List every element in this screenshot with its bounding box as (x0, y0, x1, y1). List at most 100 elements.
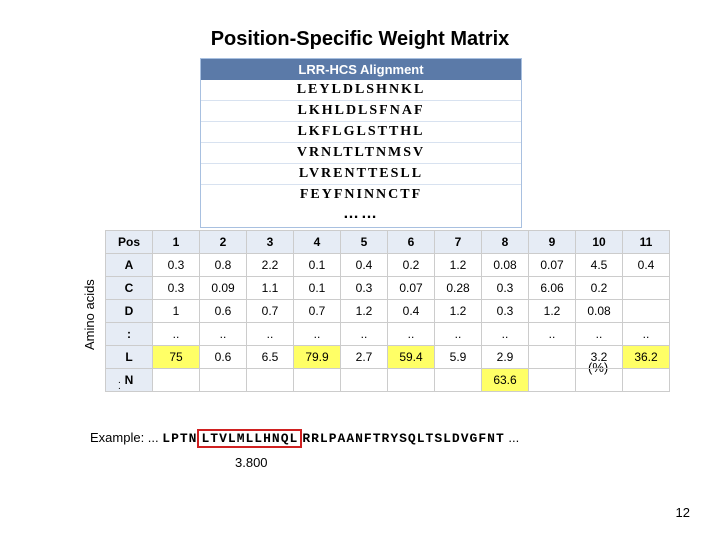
matrix-cell: 0.3 (153, 277, 200, 300)
row-header: N (106, 369, 153, 392)
example-seq-boxed: LTVLMLLHNQL (197, 429, 302, 448)
row-header: : (106, 323, 153, 346)
matrix-cell: 0.07 (529, 254, 576, 277)
matrix-cell: .. (388, 323, 435, 346)
row-header: A (106, 254, 153, 277)
matrix-cell (623, 277, 670, 300)
matrix-cell: 1.2 (435, 300, 482, 323)
matrix-cell: 0.09 (200, 277, 247, 300)
matrix-cell (576, 369, 623, 392)
alignment-header: LRR-HCS Alignment (201, 59, 521, 80)
matrix-cell: 5.9 (435, 346, 482, 369)
matrix-cell: .. (200, 323, 247, 346)
matrix-cell: 1.2 (435, 254, 482, 277)
matrix-cell (294, 369, 341, 392)
matrix-cell: 0.28 (435, 277, 482, 300)
matrix-cell (623, 369, 670, 392)
column-header: 2 (200, 231, 247, 254)
column-header: 9 (529, 231, 576, 254)
matrix-cell: 0.3 (341, 277, 388, 300)
row-header: D (106, 300, 153, 323)
matrix-cell (341, 369, 388, 392)
matrix-cell: 4.5 (576, 254, 623, 277)
matrix-cell: 0.3 (482, 300, 529, 323)
matrix-cell: .. (576, 323, 623, 346)
matrix-cell: .. (482, 323, 529, 346)
amino-acids-axis-label: Amino acids (82, 279, 97, 350)
matrix-cell: .. (247, 323, 294, 346)
alignment-ellipsis: …… (201, 205, 521, 227)
matrix-cell: 0.3 (482, 277, 529, 300)
column-header: 11 (623, 231, 670, 254)
alignment-sequence: LVRENTTESLL (201, 163, 521, 184)
matrix-cell (388, 369, 435, 392)
matrix-cell: 0.1 (294, 277, 341, 300)
matrix-cell: 0.7 (294, 300, 341, 323)
column-header: 5 (341, 231, 388, 254)
column-header: 3 (247, 231, 294, 254)
matrix-cell: 0.7 (247, 300, 294, 323)
alignment-sequence: LKHLDLSFNAF (201, 100, 521, 121)
row-header: L (106, 346, 153, 369)
matrix-cell: 2.9 (482, 346, 529, 369)
matrix-cell: .. (294, 323, 341, 346)
matrix-cell: 36.2 (623, 346, 670, 369)
matrix-cell: .. (435, 323, 482, 346)
alignment-sequence: LKFLGLSTTHL (201, 121, 521, 142)
pos-header: Pos (106, 231, 153, 254)
matrix-cell: 0.2 (576, 277, 623, 300)
row-header: C (106, 277, 153, 300)
matrix-cell: 0.4 (623, 254, 670, 277)
column-header: 6 (388, 231, 435, 254)
alignment-sequence: FEYFNINNCTF (201, 184, 521, 205)
matrix-cell: 6.06 (529, 277, 576, 300)
example-seq-post: RRLPAANFTRYSQLTSLDVGFNT (302, 431, 504, 446)
matrix-cell: 0.3 (153, 254, 200, 277)
matrix-cell (247, 369, 294, 392)
column-header: 8 (482, 231, 529, 254)
alignment-panel: LRR-HCS Alignment LEYLDLSHNKLLKHLDLSFNAF… (200, 58, 522, 228)
weight-matrix-table: Pos1234567891011A0.30.82.20.10.40.21.20.… (105, 230, 670, 392)
matrix-cell: 0.6 (200, 300, 247, 323)
matrix-cell: .. (623, 323, 670, 346)
matrix-cell: 75 (153, 346, 200, 369)
matrix-cell: 1.2 (341, 300, 388, 323)
matrix-cell: 2.7 (341, 346, 388, 369)
matrix-cell: 59.4 (388, 346, 435, 369)
column-header: 1 (153, 231, 200, 254)
matrix-cell (435, 369, 482, 392)
matrix-cell (153, 369, 200, 392)
matrix-cell: 0.2 (388, 254, 435, 277)
matrix-cell: 0.08 (576, 300, 623, 323)
matrix-cell: 0.6 (200, 346, 247, 369)
matrix-cell (623, 300, 670, 323)
column-header: 7 (435, 231, 482, 254)
matrix-cell: 0.4 (388, 300, 435, 323)
matrix-cell: 0.4 (341, 254, 388, 277)
matrix-cell: 79.9 (294, 346, 341, 369)
alignment-sequence: LEYLDLSHNKL (201, 80, 521, 100)
matrix-cell (200, 369, 247, 392)
matrix-cell: 1.1 (247, 277, 294, 300)
example-score: 3.800 (235, 455, 268, 470)
matrix-cell: .. (153, 323, 200, 346)
matrix-cell: 3.2 (576, 346, 623, 369)
matrix-cell (529, 346, 576, 369)
matrix-cell (529, 369, 576, 392)
matrix-cell: 1 (153, 300, 200, 323)
matrix-cell: .. (529, 323, 576, 346)
row-ellipsis: .. (118, 378, 121, 390)
example-tail: ... (505, 430, 519, 445)
example-seq-pre: LPTN (162, 431, 197, 446)
matrix-cell: 0.1 (294, 254, 341, 277)
example-label: Example: ... (90, 430, 159, 445)
matrix-cell: 0.08 (482, 254, 529, 277)
matrix-cell: 1.2 (529, 300, 576, 323)
alignment-sequence: VRNLTLTNMSV (201, 142, 521, 163)
matrix-cell: 6.5 (247, 346, 294, 369)
page-title: Position-Specific Weight Matrix (0, 28, 720, 51)
matrix-cell: .. (341, 323, 388, 346)
matrix-cell: 2.2 (247, 254, 294, 277)
page-number: 12 (676, 505, 690, 520)
example-line: Example: ... LPTNLTVLMLLHNQLRRLPAANFTRYS… (90, 430, 519, 446)
